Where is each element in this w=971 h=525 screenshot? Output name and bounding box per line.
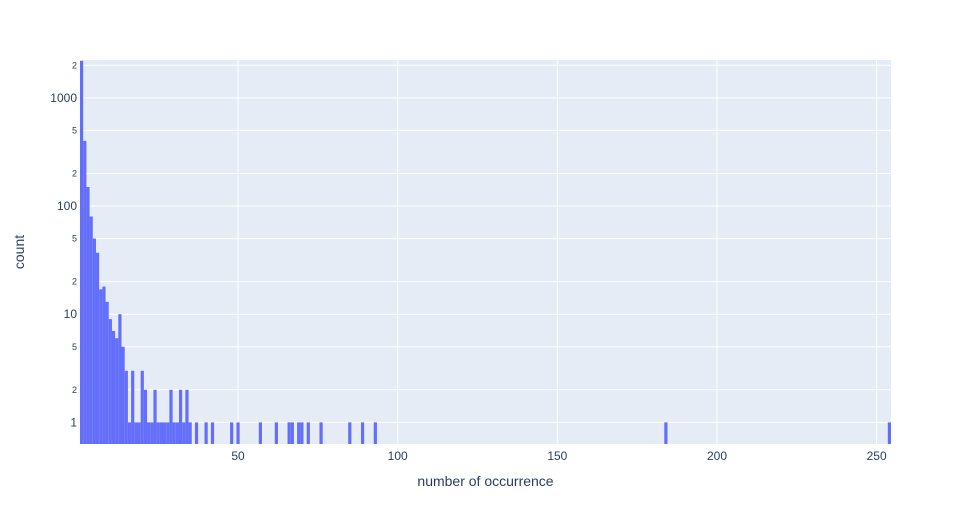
y-minor-tick-label: 5 [72, 125, 77, 135]
histogram-bar [118, 314, 122, 444]
histogram-bar [300, 422, 304, 444]
histogram-bar [121, 346, 125, 444]
histogram-bar [83, 140, 87, 444]
y-tick-label: 1 [70, 415, 77, 429]
histogram-bar [373, 422, 377, 444]
x-axis-title: number of occurrence [417, 473, 553, 489]
y-minor-tick-label: 2 [72, 60, 77, 70]
histogram-bar [95, 252, 100, 444]
histogram-bar [887, 422, 891, 444]
histogram-bar [137, 422, 141, 444]
histogram-bar [153, 389, 157, 444]
histogram-bar [194, 422, 199, 444]
histogram-bar [185, 389, 189, 444]
histogram-bar [108, 319, 112, 444]
histogram-bar [127, 422, 132, 444]
histogram-bar [230, 422, 234, 444]
histogram-bar [143, 389, 148, 444]
y-tick-label: 1000 [50, 91, 77, 105]
plot-background [80, 60, 891, 444]
histogram-bar [258, 422, 262, 444]
histogram-bar [102, 286, 106, 444]
histogram-bar [111, 330, 116, 444]
histogram-bar [348, 422, 352, 444]
histogram-bar [360, 422, 365, 444]
y-minor-tick-label: 2 [72, 385, 77, 395]
histogram-bar [86, 186, 90, 445]
histogram-bar [188, 422, 192, 444]
histogram-bar [319, 422, 323, 444]
histogram-bar [290, 422, 294, 444]
y-tick-label: 10 [64, 307, 78, 321]
histogram-bar [124, 370, 128, 444]
histogram-bar [147, 422, 151, 444]
histogram-bar [274, 422, 278, 444]
histogram-bar [178, 389, 183, 444]
gridlines [80, 60, 891, 444]
histogram-bar [236, 422, 240, 444]
histogram-bar [204, 422, 208, 444]
histogram-bar [134, 422, 138, 444]
histogram-bar [169, 389, 173, 444]
histogram-bar [99, 289, 103, 444]
histogram-bar [210, 422, 215, 444]
y-minor-tick-label: 2 [72, 168, 77, 178]
histogram-bar [172, 422, 176, 444]
x-tick-label: 200 [707, 449, 727, 463]
histogram-bar [287, 422, 291, 444]
histogram-bar [306, 422, 310, 444]
histogram-bar [664, 422, 668, 444]
bars [80, 60, 891, 445]
x-tick-label: 250 [867, 449, 887, 463]
histogram-bar [159, 422, 164, 444]
y-minor-tick-label: 2 [72, 277, 77, 287]
histogram-bar [80, 60, 84, 444]
y-axis-ticks: 1 10 100 1000 2 5 2 5 2 5 2 [50, 60, 77, 429]
histogram-bar [150, 422, 154, 444]
histogram-bar [166, 422, 170, 444]
histogram-bar [105, 301, 109, 444]
x-tick-label: 150 [547, 449, 567, 463]
y-axis-title: count [11, 235, 27, 269]
histogram-bar [175, 422, 179, 444]
histogram-bar [115, 338, 119, 444]
x-tick-label: 100 [388, 449, 408, 463]
histogram-bar [156, 422, 160, 444]
histogram-bar [89, 216, 93, 444]
y-tick-label: 100 [57, 199, 77, 213]
histogram-bar [182, 422, 186, 444]
histogram-bar [92, 238, 96, 444]
x-axis-ticks: 50 100 150 200 250 [231, 449, 887, 463]
histogram-bar [163, 422, 167, 444]
histogram-bar [297, 422, 301, 444]
y-minor-tick-label: 5 [72, 234, 77, 244]
histogram-bar [140, 370, 144, 444]
y-minor-tick-label: 5 [72, 342, 77, 352]
histogram-bar [131, 370, 135, 444]
x-tick-label: 50 [231, 449, 245, 463]
